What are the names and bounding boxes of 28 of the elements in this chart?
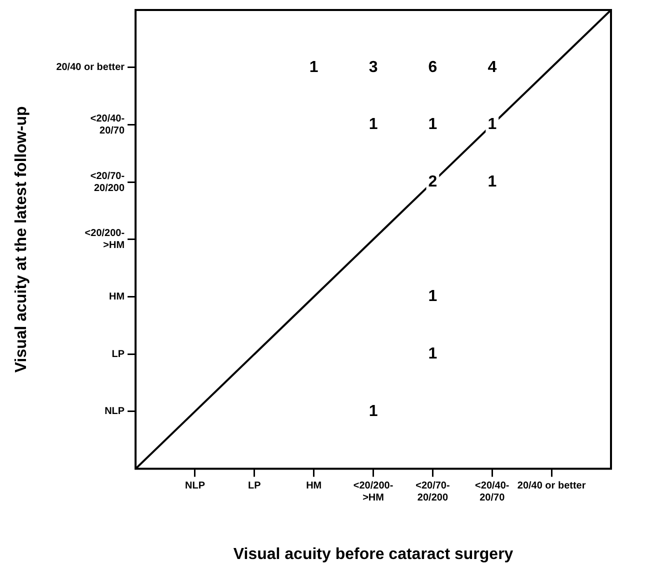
x-tick-label: HM: [306, 480, 322, 492]
x-tick-label: <20/200->HM: [353, 480, 394, 504]
data-label: 1: [368, 116, 378, 134]
data-label: 2: [428, 173, 438, 190]
x-tick-label: <20/40-20/70: [475, 480, 510, 504]
y-tick-label: <20/70-20/200: [90, 170, 125, 194]
y-tick-label: LP: [112, 348, 125, 360]
x-axis-title: Visual acuity before cataract surgery: [233, 546, 514, 563]
data-label: 1: [488, 173, 497, 190]
y-tick-label: <20/200->HM: [84, 228, 125, 252]
data-label: 1: [428, 288, 438, 306]
data-label: 4: [488, 58, 497, 76]
y-tick-label: <20/40-20/70: [90, 113, 125, 136]
data-label: 3: [368, 58, 378, 76]
x-tick-label: 20/40 or better: [517, 480, 586, 492]
y-tick-label: NLP: [104, 406, 125, 418]
data-label: 1: [428, 116, 438, 134]
data-label: 1: [309, 58, 318, 76]
x-tick-label: LP: [248, 480, 262, 492]
data-label: 1: [488, 116, 497, 134]
y-tick-label: HM: [109, 292, 125, 302]
x-tick-label: NLP: [184, 480, 206, 492]
x-tick-label: <20/70-20/200: [416, 480, 450, 504]
data-label: 1: [368, 402, 378, 420]
y-tick-label: 20/40 or better: [56, 62, 125, 74]
y-axis-title: Visual acuity at the latest follow-up: [13, 106, 30, 373]
data-label: 6: [428, 58, 438, 76]
data-label: 1: [428, 346, 438, 363]
